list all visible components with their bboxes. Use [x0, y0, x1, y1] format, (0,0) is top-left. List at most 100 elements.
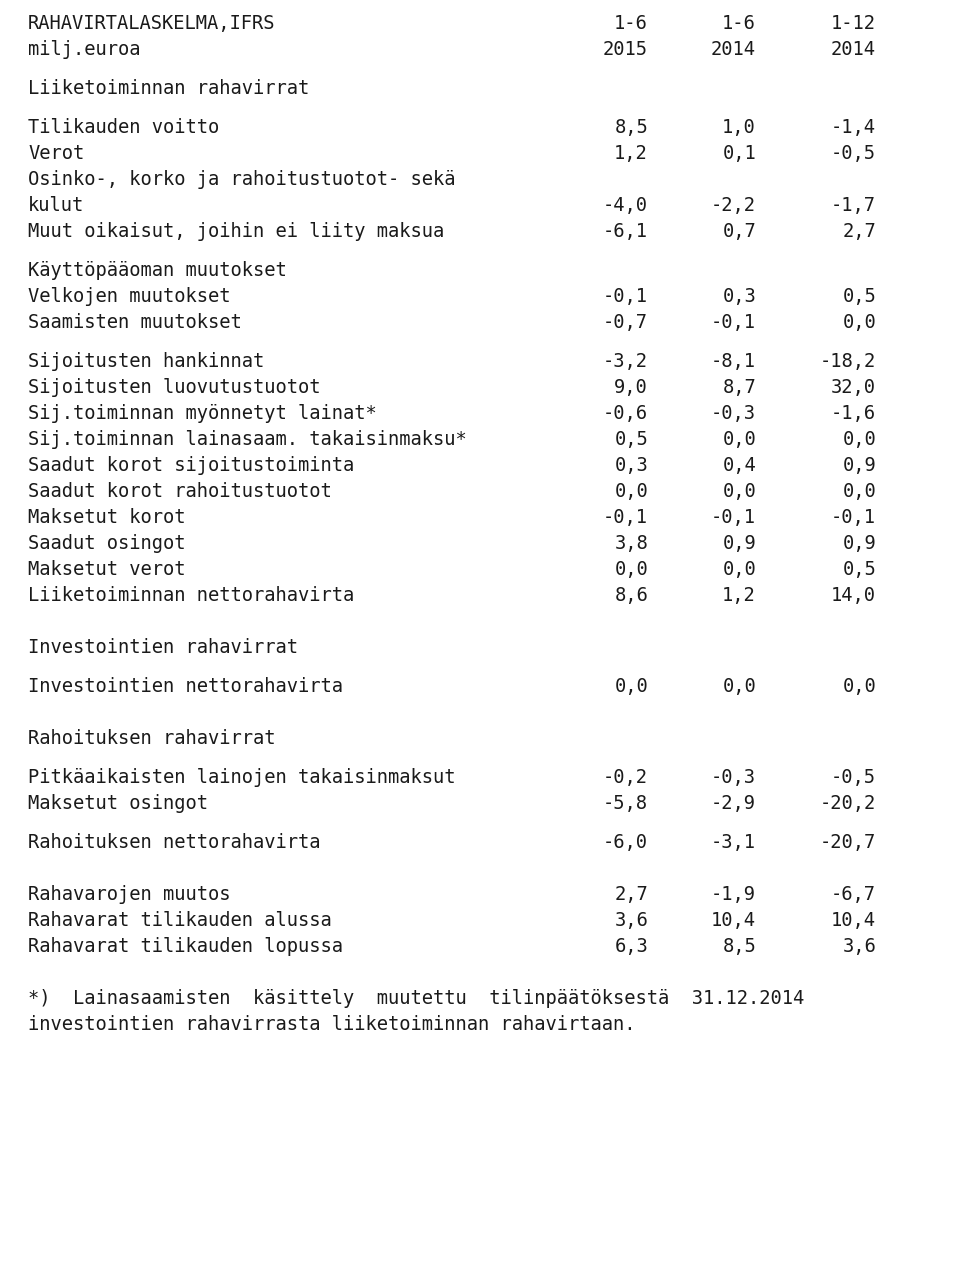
Text: 1-6: 1-6 — [722, 14, 756, 33]
Text: 2014: 2014 — [711, 41, 756, 60]
Text: 3,8: 3,8 — [614, 533, 648, 552]
Text: -1,6: -1,6 — [831, 404, 876, 423]
Text: 10,4: 10,4 — [831, 911, 876, 930]
Text: Velkojen muutokset: Velkojen muutokset — [28, 288, 230, 307]
Text: -4,0: -4,0 — [603, 196, 648, 215]
Text: 0,0: 0,0 — [842, 481, 876, 500]
Text: 0,5: 0,5 — [614, 430, 648, 449]
Text: 0,9: 0,9 — [842, 533, 876, 552]
Text: Saamisten muutokset: Saamisten muutokset — [28, 313, 242, 332]
Text: Saadut osingot: Saadut osingot — [28, 533, 185, 552]
Text: 0,5: 0,5 — [842, 288, 876, 307]
Text: Rahavarat tilikauden alussa: Rahavarat tilikauden alussa — [28, 911, 332, 930]
Text: -0,5: -0,5 — [831, 144, 876, 163]
Text: Saadut korot sijoitustoiminta: Saadut korot sijoitustoiminta — [28, 456, 354, 475]
Text: -0,3: -0,3 — [711, 404, 756, 423]
Text: 0,3: 0,3 — [722, 288, 756, 307]
Text: 1,0: 1,0 — [722, 118, 756, 137]
Text: 32,0: 32,0 — [831, 378, 876, 397]
Text: Liiketoiminnan nettorahavirta: Liiketoiminnan nettorahavirta — [28, 587, 354, 606]
Text: Rahavarojen muutos: Rahavarojen muutos — [28, 886, 230, 903]
Text: -1,4: -1,4 — [831, 118, 876, 137]
Text: Investointien rahavirrat: Investointien rahavirrat — [28, 639, 298, 658]
Text: -6,1: -6,1 — [603, 222, 648, 241]
Text: Sij.toiminnan myönnetyt lainat*: Sij.toiminnan myönnetyt lainat* — [28, 404, 376, 423]
Text: 2015: 2015 — [603, 41, 648, 60]
Text: -0,1: -0,1 — [711, 508, 756, 527]
Text: Liiketoiminnan rahavirrat: Liiketoiminnan rahavirrat — [28, 79, 309, 98]
Text: -1,9: -1,9 — [711, 886, 756, 903]
Text: milj.euroa: milj.euroa — [28, 41, 140, 60]
Text: 9,0: 9,0 — [614, 378, 648, 397]
Text: -0,1: -0,1 — [711, 313, 756, 332]
Text: *)  Lainasaamisten  käsittely  muutettu  tilinpäätöksestä  31.12.2014: *) Lainasaamisten käsittely muutettu til… — [28, 990, 804, 1009]
Text: investointien rahavirrasta liiketoiminnan rahavirtaan.: investointien rahavirrasta liiketoiminna… — [28, 1015, 636, 1034]
Text: Verot: Verot — [28, 144, 84, 163]
Text: 1,2: 1,2 — [722, 587, 756, 606]
Text: -0,1: -0,1 — [603, 508, 648, 527]
Text: 1-6: 1-6 — [614, 14, 648, 33]
Text: 0,5: 0,5 — [842, 560, 876, 579]
Text: 0,0: 0,0 — [722, 560, 756, 579]
Text: Saadut korot rahoitustuotot: Saadut korot rahoitustuotot — [28, 481, 332, 500]
Text: Maksetut verot: Maksetut verot — [28, 560, 185, 579]
Text: 8,5: 8,5 — [722, 938, 756, 957]
Text: Rahavarat tilikauden lopussa: Rahavarat tilikauden lopussa — [28, 938, 343, 957]
Text: Maksetut korot: Maksetut korot — [28, 508, 185, 527]
Text: 0,9: 0,9 — [722, 533, 756, 552]
Text: kulut: kulut — [28, 196, 84, 215]
Text: 8,7: 8,7 — [722, 378, 756, 397]
Text: 0,0: 0,0 — [722, 677, 756, 696]
Text: 0,0: 0,0 — [722, 481, 756, 500]
Text: Sij.toiminnan lainasaam. takaisinmaksu*: Sij.toiminnan lainasaam. takaisinmaksu* — [28, 430, 467, 449]
Text: 0,7: 0,7 — [722, 222, 756, 241]
Text: -0,6: -0,6 — [603, 404, 648, 423]
Text: -5,8: -5,8 — [603, 794, 648, 813]
Text: -2,9: -2,9 — [711, 794, 756, 813]
Text: 8,6: 8,6 — [614, 587, 648, 606]
Text: 0,0: 0,0 — [842, 430, 876, 449]
Text: -6,7: -6,7 — [831, 886, 876, 903]
Text: -1,7: -1,7 — [831, 196, 876, 215]
Text: 0,1: 0,1 — [722, 144, 756, 163]
Text: 3,6: 3,6 — [614, 911, 648, 930]
Text: Osinko-, korko ja rahoitustuotot- sekä: Osinko-, korko ja rahoitustuotot- sekä — [28, 170, 455, 189]
Text: -0,1: -0,1 — [603, 288, 648, 307]
Text: -0,5: -0,5 — [831, 768, 876, 787]
Text: 3,6: 3,6 — [842, 938, 876, 957]
Text: 0,0: 0,0 — [614, 481, 648, 500]
Text: 0,3: 0,3 — [614, 456, 648, 475]
Text: Sijoitusten hankinnat: Sijoitusten hankinnat — [28, 352, 264, 371]
Text: Muut oikaisut, joihin ei liity maksua: Muut oikaisut, joihin ei liity maksua — [28, 222, 444, 241]
Text: RAHAVIRTALASKELMA,IFRS: RAHAVIRTALASKELMA,IFRS — [28, 14, 276, 33]
Text: Maksetut osingot: Maksetut osingot — [28, 794, 208, 813]
Text: Tilikauden voitto: Tilikauden voitto — [28, 118, 219, 137]
Text: -6,0: -6,0 — [603, 832, 648, 851]
Text: 2,7: 2,7 — [614, 886, 648, 903]
Text: Investointien nettorahavirta: Investointien nettorahavirta — [28, 677, 343, 696]
Text: 1,2: 1,2 — [614, 144, 648, 163]
Text: -18,2: -18,2 — [820, 352, 876, 371]
Text: 0,0: 0,0 — [842, 677, 876, 696]
Text: Rahoituksen nettorahavirta: Rahoituksen nettorahavirta — [28, 832, 321, 851]
Text: 0,0: 0,0 — [614, 560, 648, 579]
Text: -3,2: -3,2 — [603, 352, 648, 371]
Text: Käyttöpääoman muutokset: Käyttöpääoman muutokset — [28, 261, 287, 280]
Text: -20,7: -20,7 — [820, 832, 876, 851]
Text: 0,4: 0,4 — [722, 456, 756, 475]
Text: Rahoituksen rahavirrat: Rahoituksen rahavirrat — [28, 729, 276, 748]
Text: -0,1: -0,1 — [831, 508, 876, 527]
Text: 0,0: 0,0 — [614, 677, 648, 696]
Text: 2,7: 2,7 — [842, 222, 876, 241]
Text: -3,1: -3,1 — [711, 832, 756, 851]
Text: 6,3: 6,3 — [614, 938, 648, 957]
Text: -0,2: -0,2 — [603, 768, 648, 787]
Text: -0,3: -0,3 — [711, 768, 756, 787]
Text: 10,4: 10,4 — [711, 911, 756, 930]
Text: 1-12: 1-12 — [831, 14, 876, 33]
Text: 14,0: 14,0 — [831, 587, 876, 606]
Text: 2014: 2014 — [831, 41, 876, 60]
Text: -20,2: -20,2 — [820, 794, 876, 813]
Text: 0,9: 0,9 — [842, 456, 876, 475]
Text: -2,2: -2,2 — [711, 196, 756, 215]
